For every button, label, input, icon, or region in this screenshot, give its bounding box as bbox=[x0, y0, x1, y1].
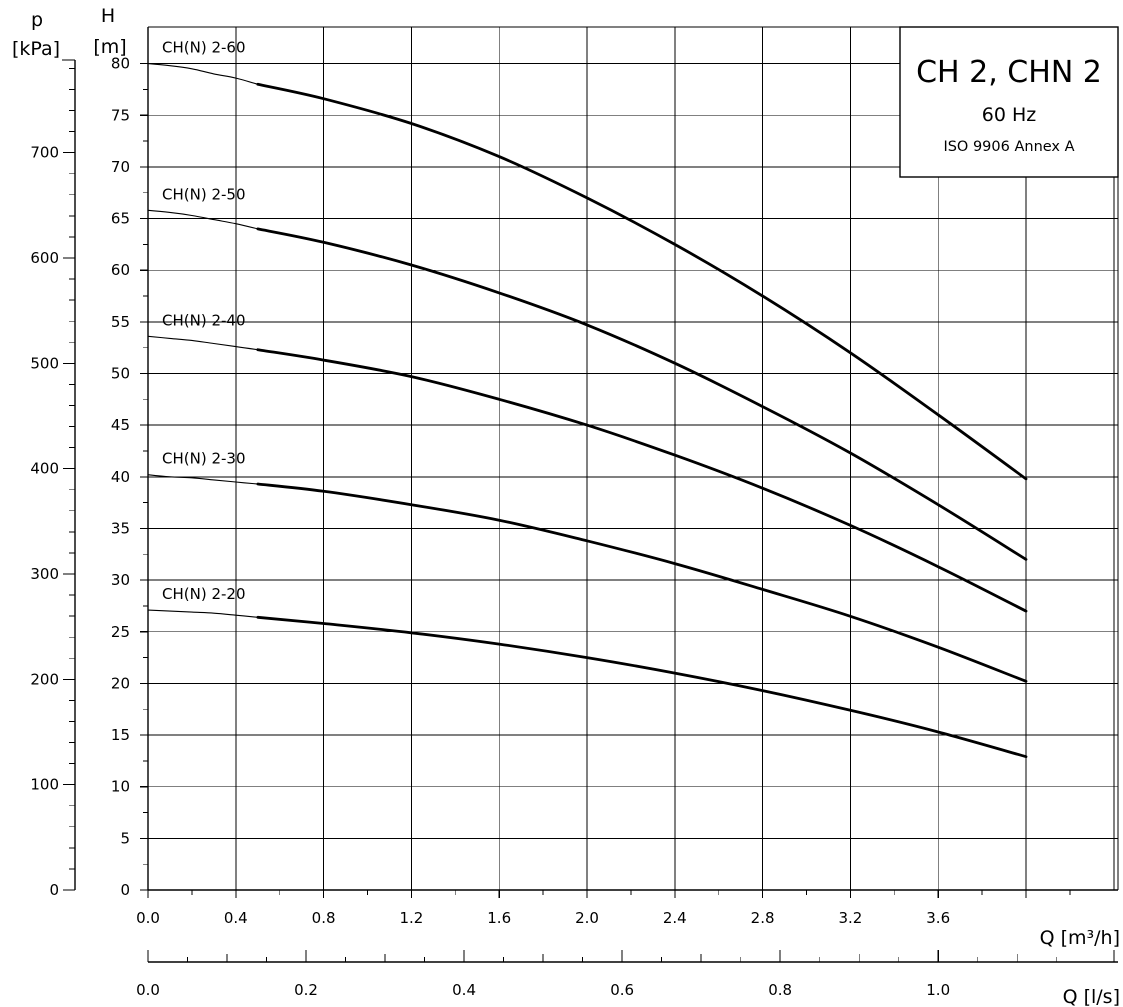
x-tick-label: 3.6 bbox=[926, 909, 950, 927]
pressure-tick-label: 0 bbox=[49, 881, 59, 899]
curve-series-label: CH(N) 2-50 bbox=[162, 185, 246, 203]
x2-tick-label: 0.4 bbox=[452, 981, 476, 999]
y-tick-label: 15 bbox=[111, 726, 130, 744]
y-tick-label: 0 bbox=[120, 881, 130, 899]
pressure-tick-label: 200 bbox=[30, 670, 59, 688]
curve-series-line bbox=[256, 348, 1028, 613]
title-box-frame bbox=[899, 26, 1119, 178]
chart-title: CH 2, CHN 2 bbox=[916, 55, 1102, 90]
y-tick-label: 30 bbox=[111, 571, 130, 589]
y-tick-label: 50 bbox=[111, 365, 130, 383]
axes bbox=[62, 27, 1118, 963]
y-axis-pressure-unit: [kPa] bbox=[12, 38, 60, 60]
y-tick-label: 40 bbox=[111, 468, 130, 486]
y-axis-head-unit: [m] bbox=[93, 36, 126, 58]
y-tick-label: 10 bbox=[111, 778, 130, 796]
curve-thin-segment bbox=[147, 209, 258, 230]
x-tick-label: 0.4 bbox=[224, 909, 248, 927]
y-tick-label: 35 bbox=[111, 519, 130, 537]
curve-series-line bbox=[256, 615, 1028, 759]
curve-series-label: CH(N) 2-30 bbox=[162, 450, 246, 468]
y-tick-label: 80 bbox=[111, 55, 130, 73]
x-tick-label: 3.2 bbox=[838, 909, 862, 927]
y-tick-label: 70 bbox=[111, 158, 130, 176]
pressure-tick-label: 400 bbox=[30, 460, 59, 478]
y-axis-head-label: H bbox=[101, 5, 115, 27]
x2-axis-label: Q [l/s] bbox=[1063, 986, 1120, 1007]
y-tick-label: 20 bbox=[111, 674, 130, 692]
curve-series-label: CH(N) 2-20 bbox=[162, 585, 246, 603]
pressure-tick-label: 300 bbox=[30, 565, 59, 583]
chart-standard: ISO 9906 Annex A bbox=[943, 139, 1074, 155]
y-tick-label: 5 bbox=[120, 829, 130, 847]
x2-tick-label: 0.8 bbox=[768, 981, 792, 999]
curve-thin-segment bbox=[147, 63, 258, 85]
performance-curves: CH(N) 2-60 CH(N) 2-50 CH(N) 2-40 CH(N) 2-30… bbox=[147, 39, 1028, 759]
curve-series-label: CH(N) 2-40 bbox=[162, 311, 246, 329]
chart-subtitle: 60 Hz bbox=[982, 104, 1037, 126]
x-tick-label: 2.4 bbox=[663, 909, 687, 927]
x2-tick-label: 0.0 bbox=[136, 981, 160, 999]
title-box: CH 2, CHN 2 60 Hz ISO 9906 Annex A bbox=[899, 26, 1119, 178]
x-tick-label: 2.8 bbox=[751, 909, 775, 927]
x-tick-label: 1.2 bbox=[399, 909, 423, 927]
curve-thin-segment bbox=[147, 335, 258, 351]
y-tick-label: 60 bbox=[111, 261, 130, 279]
curve-thin-segment bbox=[147, 609, 258, 618]
curve-series-line bbox=[256, 82, 1028, 481]
y-tick-label: 65 bbox=[111, 210, 130, 228]
ticks: 0 5 10 15 20 25 30 35 40 45 50 55 60 65 70 75 80 0 100 200 3… bbox=[30, 55, 1115, 999]
x-tick-label: 0.8 bbox=[312, 909, 336, 927]
x-tick-label: 0.0 bbox=[136, 909, 160, 927]
x2-tick-label: 0.2 bbox=[294, 981, 318, 999]
curve-thin-segment bbox=[147, 474, 258, 485]
x2-tick-label: 0.6 bbox=[610, 981, 634, 999]
y-axis-pressure-label: p bbox=[31, 9, 43, 31]
pressure-tick-label: 500 bbox=[30, 354, 59, 372]
y-tick-label: 25 bbox=[111, 623, 130, 641]
y-tick-label: 75 bbox=[111, 106, 130, 124]
x-tick-label: 2.0 bbox=[575, 909, 599, 927]
curve-series-line bbox=[256, 482, 1028, 683]
pressure-tick-label: 700 bbox=[30, 144, 59, 162]
pressure-tick-label: 100 bbox=[30, 776, 59, 794]
y-tick-label: 55 bbox=[111, 313, 130, 331]
curve-series-label: CH(N) 2-60 bbox=[162, 39, 246, 57]
pressure-tick-label: 600 bbox=[30, 249, 59, 267]
x-tick-label: 1.6 bbox=[487, 909, 511, 927]
x-axis-label: Q [m³/h] bbox=[1040, 927, 1120, 949]
curve-series-line bbox=[256, 227, 1028, 561]
x2-tick-label: 1.0 bbox=[926, 981, 950, 999]
y-tick-label: 45 bbox=[111, 416, 130, 434]
